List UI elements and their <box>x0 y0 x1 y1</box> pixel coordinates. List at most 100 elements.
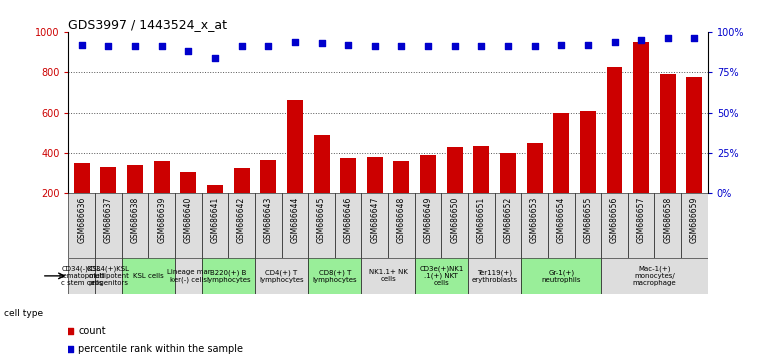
Bar <box>340 158 356 234</box>
Text: CD34(+)KSL
multipotent
progenitors: CD34(+)KSL multipotent progenitors <box>87 266 130 286</box>
Point <box>449 44 461 49</box>
Text: GSM686650: GSM686650 <box>451 196 459 243</box>
Point <box>129 44 142 49</box>
Text: Gr-1(+)
neutrophils: Gr-1(+) neutrophils <box>542 269 581 282</box>
Bar <box>447 147 463 234</box>
Text: GSM686640: GSM686640 <box>184 196 193 243</box>
Text: GSM686656: GSM686656 <box>610 196 619 243</box>
Text: GSM686645: GSM686645 <box>317 196 326 243</box>
Bar <box>228 193 255 258</box>
Text: GSM686654: GSM686654 <box>557 196 565 243</box>
Text: GSM686643: GSM686643 <box>264 196 272 243</box>
Text: GSM686637: GSM686637 <box>104 196 113 243</box>
Bar <box>361 193 388 258</box>
Bar <box>202 258 255 294</box>
Bar <box>122 258 175 294</box>
Bar <box>68 193 95 258</box>
Bar <box>686 77 702 234</box>
Text: CD8(+) T
lymphocytes: CD8(+) T lymphocytes <box>313 269 357 282</box>
Bar <box>468 193 495 258</box>
Bar <box>367 157 383 234</box>
Text: CD3e(+)NK1
.1(+) NKT
cells: CD3e(+)NK1 .1(+) NKT cells <box>419 266 463 286</box>
Bar <box>234 168 250 234</box>
Bar <box>95 258 122 294</box>
Point <box>182 48 194 54</box>
Text: GSM686655: GSM686655 <box>584 196 592 243</box>
Bar <box>473 146 489 234</box>
Text: GSM686657: GSM686657 <box>637 196 645 243</box>
Text: percentile rank within the sample: percentile rank within the sample <box>78 344 243 354</box>
Bar <box>122 193 148 258</box>
Text: NK1.1+ NK
cells: NK1.1+ NK cells <box>368 269 408 282</box>
Point <box>608 39 620 44</box>
Bar <box>308 258 361 294</box>
Text: GSM686659: GSM686659 <box>690 196 699 243</box>
Text: GSM686641: GSM686641 <box>211 196 219 243</box>
Text: B220(+) B
lymphocytes: B220(+) B lymphocytes <box>206 269 250 282</box>
Point <box>270 124 282 130</box>
Text: GSM686648: GSM686648 <box>397 196 406 243</box>
Bar <box>308 193 335 258</box>
Text: GDS3997 / 1443524_x_at: GDS3997 / 1443524_x_at <box>68 18 228 31</box>
Point <box>75 42 88 47</box>
Point <box>289 39 301 44</box>
Bar <box>468 258 521 294</box>
Text: GSM686642: GSM686642 <box>237 196 246 243</box>
Bar <box>660 74 676 234</box>
Bar <box>500 153 516 234</box>
Bar <box>68 258 95 294</box>
Bar <box>148 193 175 258</box>
Point <box>555 42 567 47</box>
Point <box>635 37 647 43</box>
Bar <box>441 193 468 258</box>
Bar <box>681 193 708 258</box>
Bar <box>495 193 521 258</box>
Bar <box>420 155 436 234</box>
Bar <box>202 193 228 258</box>
Bar <box>95 193 122 258</box>
Text: cell type: cell type <box>4 309 43 318</box>
Bar <box>361 258 415 294</box>
Text: Mac-1(+)
monocytes/
macrophage: Mac-1(+) monocytes/ macrophage <box>632 266 677 286</box>
Text: GSM686653: GSM686653 <box>530 196 539 243</box>
Point <box>236 44 248 49</box>
Bar <box>180 172 196 234</box>
Bar <box>207 185 223 234</box>
Bar <box>175 193 202 258</box>
Point <box>661 35 674 41</box>
Point <box>102 44 114 49</box>
Point <box>688 35 700 41</box>
Bar <box>314 135 330 234</box>
Point <box>342 42 354 47</box>
Bar <box>74 163 90 234</box>
Text: GSM686658: GSM686658 <box>664 196 672 243</box>
Bar <box>415 258 468 294</box>
Text: GSM686638: GSM686638 <box>131 196 139 243</box>
Bar <box>335 193 361 258</box>
Bar <box>601 258 708 294</box>
Bar <box>580 110 596 234</box>
Bar <box>601 193 628 258</box>
Bar <box>175 258 202 294</box>
Bar <box>521 193 548 258</box>
Point <box>396 44 408 49</box>
Bar <box>282 193 308 258</box>
Bar <box>255 258 308 294</box>
Text: GSM686652: GSM686652 <box>504 196 512 243</box>
Bar <box>100 167 116 234</box>
Point <box>315 40 327 46</box>
Bar <box>393 161 409 234</box>
Point <box>502 44 514 49</box>
Text: GSM686647: GSM686647 <box>371 196 379 243</box>
Bar <box>548 193 575 258</box>
Point <box>581 42 594 47</box>
Bar <box>575 193 601 258</box>
Bar <box>607 67 622 234</box>
Point <box>475 44 487 49</box>
Text: GSM686646: GSM686646 <box>344 196 352 243</box>
Point <box>270 285 282 291</box>
Point <box>209 55 221 61</box>
Bar <box>527 143 543 234</box>
Point <box>422 44 434 49</box>
Text: CD4(+) T
lymphocytes: CD4(+) T lymphocytes <box>260 269 304 282</box>
